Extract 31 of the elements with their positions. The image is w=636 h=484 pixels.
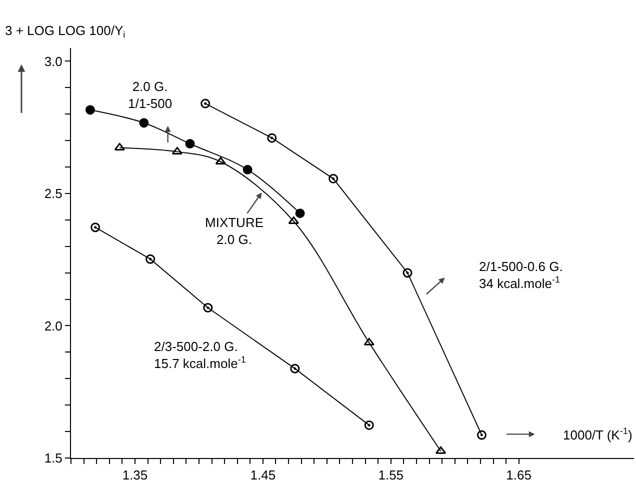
y-tick-label: 3.0 [44,54,62,69]
annotation: MIXTURE 2.0 G. [205,215,264,247]
point [242,164,252,174]
point [476,430,486,440]
annotation: 2/1-500-0.6 G. 34 kcal.mole$^{-1}$ [479,259,563,291]
point [290,364,300,374]
x-tick-label: 1.45 [250,468,276,483]
annotation: 2/3-500-2.0 G. 15.7 kcal.mole$^{-1}$ [154,339,246,371]
point [85,105,95,115]
point [200,98,210,108]
point [402,268,412,278]
y-axis-title: 3 + LOG LOG 100/Y$_{i}$ [5,23,126,40]
y-tick-label: 2.0 [44,318,62,334]
annotation: 2.0 G. 1/1-500 [128,79,172,111]
point [203,303,213,312]
x-tick-label: 1.55 [378,468,404,483]
point [364,338,374,346]
point [295,208,305,218]
point [139,118,149,128]
y-tick-label: 2.5 [44,186,62,202]
point [328,174,338,184]
x-axis-title: 1000/T (K$^{-1}$) [563,426,632,442]
point [146,254,156,264]
x-tick-label: 1.65 [506,468,532,483]
point [364,420,374,430]
point [267,133,277,143]
x-tick-label: 1.35 [122,468,148,483]
point [90,222,100,232]
point [185,139,195,148]
point [114,142,125,150]
y-tick-label: 1.5 [44,450,62,466]
